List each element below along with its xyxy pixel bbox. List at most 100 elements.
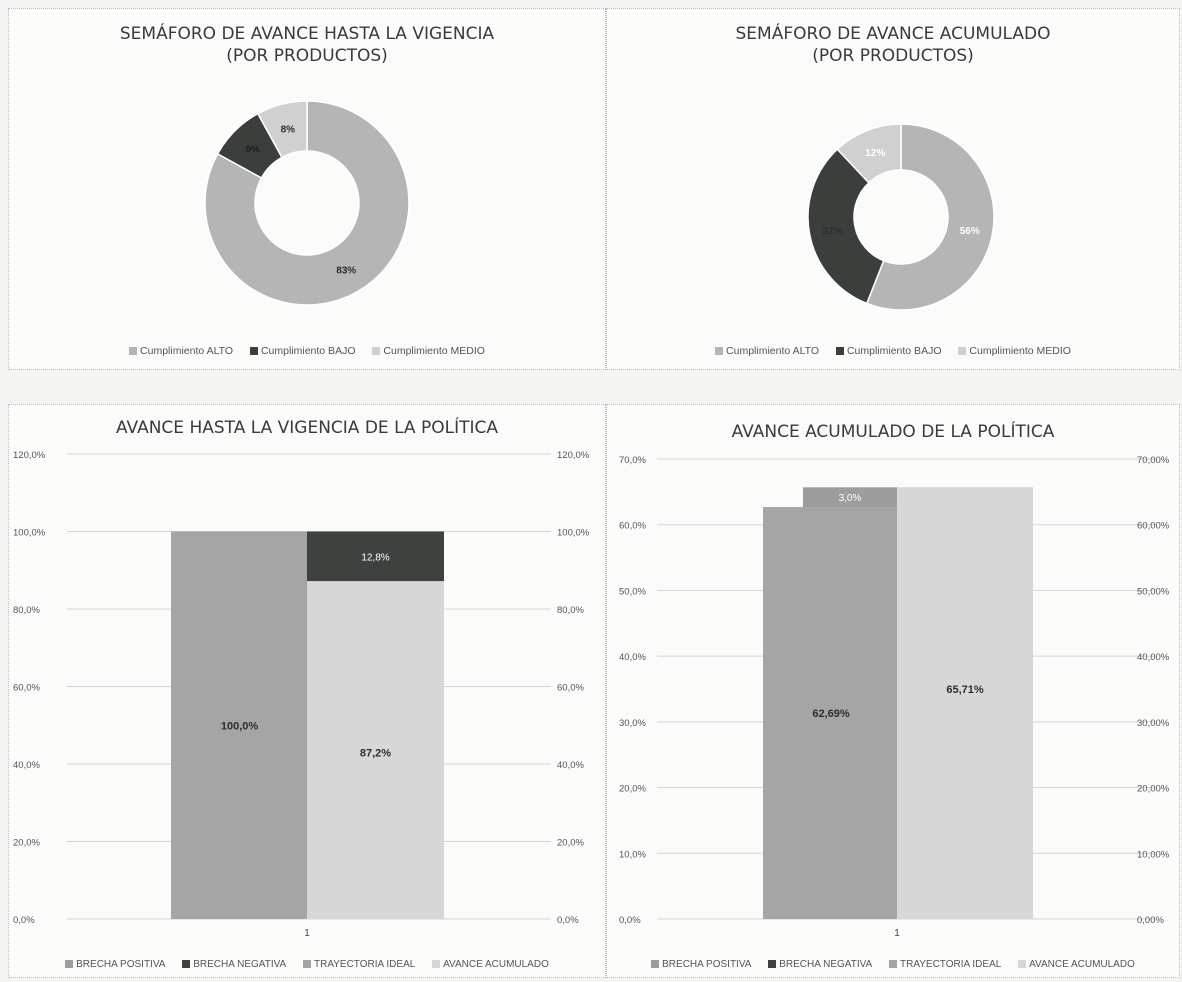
donut-data-label: 56% (960, 226, 980, 237)
y-tick-label-left: 30,0% (619, 718, 646, 729)
legend-item-avance-acumulado: AVANCE ACUMULADO (432, 959, 549, 970)
legend-label: Cumplimiento BAJO (846, 345, 942, 357)
donut-data-label: 8% (281, 124, 296, 135)
legend-item-medio: Cumplimiento MEDIO (958, 345, 1071, 357)
y-tick-label-right: 0,0% (557, 915, 579, 926)
legend-item-avance-acumulado: AVANCE ACUMULADO (1018, 959, 1135, 970)
bar-brecha-positiva (803, 487, 897, 508)
y-tick-label-right: 100,0% (557, 528, 590, 539)
bar-brecha-negativa (307, 531, 444, 582)
bar-chart-acumulado: 0,0% 0,00% 10,0% 10,00% 20,0% 20,00% 30,0% 30,0… (619, 455, 1170, 939)
y-tick-label-left: 50,0% (619, 586, 646, 597)
bar-panel-acumulado: AVANCE ACUMULADO DE LA POLÍTICA 0,0% 0,00… (606, 404, 1180, 978)
data-label-brecha-positiva: 3,0% (839, 493, 862, 504)
y-tick-label-left: 100,0% (13, 528, 46, 539)
donut-panel-vigencia: SEMÁFORO DE AVANCE HASTA LA VIGENCIA (PO… (8, 8, 606, 370)
legend: BRECHA POSITIVA BRECHA NEGATIVA TRAYECTO… (607, 959, 1179, 970)
donut-chart-vigencia: 83% 9% 8% (204, 100, 410, 306)
y-tick-label-right: 20,0% (557, 838, 584, 849)
y-tick-label-left: 70,0% (619, 455, 646, 466)
legend-label: BRECHA POSITIVA (662, 959, 752, 970)
bar-panel-vigencia: AVANCE HASTA LA VIGENCIA DE LA POLÍTICA … (8, 404, 606, 978)
y-tick-label-right: 60,00% (1137, 521, 1170, 532)
bar-avance-acumulado (897, 487, 1033, 919)
chart-title: AVANCE HASTA LA VIGENCIA DE LA POLÍTICA (116, 418, 498, 438)
y-tick-label-left: 20,0% (619, 784, 646, 795)
bar-avance-acumulado (307, 581, 444, 919)
donut-slice-cumplimiento-medio (256, 100, 308, 159)
legend-item-bajo: Cumplimiento BAJO (249, 345, 356, 357)
chart-title-line2: (POR PRODUCTOS) (226, 46, 388, 66)
legend-item-brecha-positiva: BRECHA POSITIVA (651, 959, 751, 970)
chart-title-line2: (POR PRODUCTOS) (812, 46, 974, 66)
donut-slice-cumplimiento-medio (836, 123, 902, 184)
data-label-avance-acumulado: 87,2% (360, 747, 391, 759)
donut-chart-acumulado: 56% 32% 12% (807, 123, 995, 311)
donut-data-label: 32% (822, 226, 842, 237)
y-tick-label-left: 20,0% (13, 838, 40, 849)
legend-item-alto: Cumplimiento ALTO (715, 345, 819, 357)
y-tick-label-right: 50,00% (1137, 586, 1170, 597)
legend-label: Cumplimiento ALTO (140, 345, 234, 357)
legend-item-trayectoria-ideal: TRAYECTORIA IDEAL (888, 959, 1002, 970)
x-category-label: 1 (304, 928, 310, 939)
legend-label: Cumplimiento BAJO (260, 345, 356, 357)
legend-label: AVANCE ACUMULADO (1029, 959, 1135, 970)
legend-label: Cumplimiento ALTO (726, 345, 820, 357)
y-tick-label-right: 10,00% (1137, 849, 1170, 860)
y-tick-label-left: 40,0% (13, 760, 40, 771)
legend-label: Cumplimiento MEDIO (969, 345, 1071, 357)
data-label-trayectoria-ideal: 62,69% (812, 708, 850, 720)
y-tick-label-left: 40,0% (619, 652, 646, 663)
data-label-avance-acumulado: 65,71% (946, 684, 984, 696)
legend-item-brecha-negativa: BRECHA NEGATIVA (768, 959, 872, 970)
donut-slice-cumplimiento-alto (865, 123, 995, 311)
y-tick-label-right: 60,0% (557, 683, 584, 694)
y-tick-label-left: 0,0% (13, 915, 35, 926)
y-tick-label-right: 40,00% (1137, 652, 1170, 663)
y-tick-label-left: 80,0% (13, 605, 40, 616)
legend-item-brecha-positiva: BRECHA POSITIVA (65, 959, 165, 970)
y-tick-label-right: 80,0% (557, 605, 584, 616)
legend-label: Cumplimiento MEDIO (383, 345, 485, 357)
legend: BRECHA POSITIVA BRECHA NEGATIVA TRAYECTO… (9, 959, 605, 970)
legend: Cumplimiento ALTO Cumplimiento BAJO Cump… (9, 345, 605, 357)
donut-data-label: 12% (865, 148, 885, 159)
legend-item-alto: Cumplimiento ALTO (129, 345, 233, 357)
x-category-label: 1 (894, 928, 900, 939)
legend-item-trayectoria-ideal: TRAYECTORIA IDEAL (302, 959, 416, 970)
bar-trayectoria-ideal (763, 507, 899, 919)
y-tick-label-right: 0,00% (1137, 915, 1164, 926)
legend-label: BRECHA POSITIVA (76, 959, 166, 970)
data-label-brecha-negativa: 12,8% (361, 552, 389, 563)
chart-title-line1: SEMÁFORO DE AVANCE HASTA LA VIGENCIA (119, 24, 495, 44)
y-tick-label-right: 20,00% (1137, 784, 1170, 795)
y-tick-label-left: 60,0% (619, 521, 646, 532)
legend-label: TRAYECTORIA IDEAL (899, 959, 1002, 970)
y-tick-label-right: 120,0% (557, 450, 590, 461)
y-tick-label-right: 70,00% (1137, 455, 1170, 466)
donut-data-label: 9% (245, 145, 260, 156)
chart-title-line1: SEMÁFORO DE AVANCE ACUMULADO (735, 24, 1051, 44)
donut-slice-cumplimiento-bajo (807, 148, 885, 305)
bar-chart-vigencia: 0,0% 0,0% 20,0% 20,0% 40,0% 40,0% 60,0% 60,0% 80… (13, 450, 590, 939)
y-tick-label-left: 120,0% (13, 450, 46, 461)
y-tick-label-right: 40,0% (557, 760, 584, 771)
legend-item-brecha-negativa: BRECHA NEGATIVA (182, 959, 286, 970)
data-label-trayectoria-ideal: 100,0% (221, 720, 259, 732)
legend: Cumplimiento ALTO Cumplimiento BAJO Cump… (607, 345, 1179, 357)
y-tick-label-left: 60,0% (13, 683, 40, 694)
legend-label: BRECHA NEGATIVA (779, 959, 873, 970)
donut-data-label: 83% (336, 265, 356, 276)
legend-item-medio: Cumplimiento MEDIO (372, 345, 485, 357)
bar-trayectoria-ideal (171, 531, 308, 919)
chart-title: AVANCE ACUMULADO DE LA POLÍTICA (731, 422, 1055, 442)
legend-label: AVANCE ACUMULADO (443, 959, 549, 970)
donut-panel-acumulado: SEMÁFORO DE AVANCE ACUMULADO (POR PRODUC… (606, 8, 1180, 370)
y-tick-label-left: 0,0% (619, 915, 641, 926)
donut-slice-cumplimiento-alto (204, 100, 410, 306)
legend-label: BRECHA NEGATIVA (193, 959, 287, 970)
y-tick-label-left: 10,0% (619, 849, 646, 860)
legend-item-bajo: Cumplimiento BAJO (835, 345, 942, 357)
legend-label: TRAYECTORIA IDEAL (313, 959, 416, 970)
